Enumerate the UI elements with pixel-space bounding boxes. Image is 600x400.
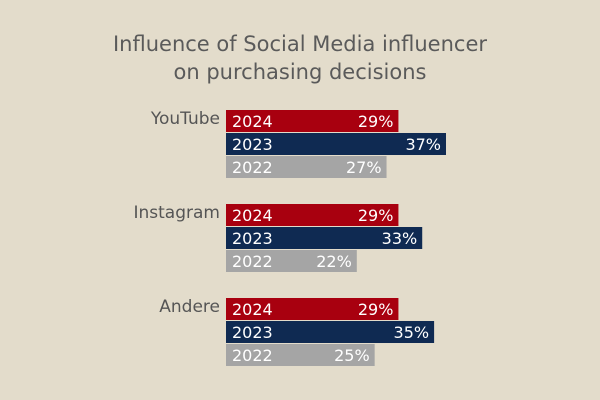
bar-series-label: 2022 [232, 158, 273, 177]
bar-2024 [226, 204, 399, 226]
bar-group-instagram: Instagram 2024 29% 2023 33% 2022 22% [134, 203, 423, 272]
bar-series-label: 2024 [232, 300, 273, 319]
bar-2024 [226, 298, 399, 320]
bar-2023 [226, 227, 423, 249]
bar-value-label: 27% [346, 158, 382, 177]
bar-2023 [226, 321, 435, 343]
chart-title: Influence of Social Media influencer on … [0, 30, 600, 86]
category-label: YouTube [150, 109, 220, 129]
bar-series-label: 2022 [232, 346, 273, 365]
bar-2022 [226, 250, 357, 272]
bar-2022 [226, 156, 387, 178]
chart-title-line-2: on purchasing decisions [173, 60, 427, 84]
bar-value-label: 33% [382, 229, 418, 248]
bar-group-andere: Andere 2024 29% 2023 35% 2022 25% [159, 297, 435, 366]
bar-value-label: 29% [358, 112, 394, 131]
bar-2023 [226, 133, 446, 155]
bar-2022 [226, 344, 375, 366]
bar-value-label: 29% [358, 300, 394, 319]
bar-value-label: 22% [316, 252, 352, 271]
bar-series-label: 2023 [232, 135, 273, 154]
bar-group-youtube: YouTube 2024 29% 2023 37% 2022 27% [150, 109, 446, 178]
bar-value-label: 29% [358, 206, 394, 225]
bar-series-label: 2024 [232, 206, 273, 225]
bar-series-label: 2023 [232, 323, 273, 342]
bar-series-label: 2023 [232, 229, 273, 248]
bar-series-label: 2024 [232, 112, 273, 131]
category-label: Instagram [134, 203, 221, 223]
category-label: Andere [159, 297, 220, 317]
bar-value-label: 35% [394, 323, 430, 342]
bar-value-label: 25% [334, 346, 370, 365]
chart-title-line-1: Influence of Social Media influencer [112, 32, 488, 56]
bar-series-label: 2022 [232, 252, 273, 271]
bar-value-label: 37% [405, 135, 441, 154]
bar-2024 [226, 110, 399, 132]
